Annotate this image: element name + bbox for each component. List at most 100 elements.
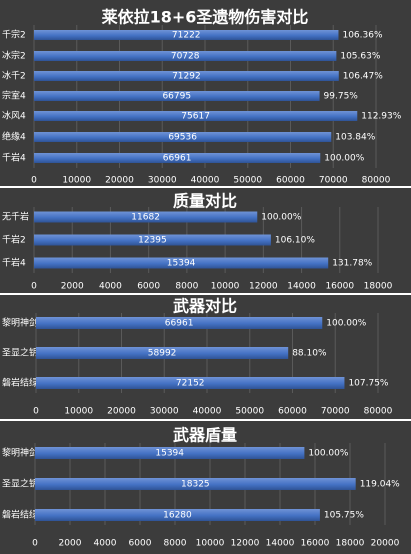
bar-percent-label: 105.63% xyxy=(340,52,380,62)
category-label: 黎明神剑 xyxy=(2,447,38,459)
chart-title: 武器对比 xyxy=(173,297,237,316)
category-label: 冰风4 xyxy=(2,110,26,122)
chart-panel-3: 武器对比 0 10000 20000 30000 40000 50000 60000 70000… xyxy=(0,293,411,417)
category-label: 千岩4 xyxy=(2,152,26,164)
bar-percent-label: 100.00% xyxy=(324,154,364,164)
x-tick-label: 0 xyxy=(31,282,37,292)
category-label: 宗室4 xyxy=(2,90,26,102)
category-label: 圣显之钥 xyxy=(2,347,38,359)
bar-value-label: 16280 xyxy=(163,511,192,521)
x-tick-label: 0 xyxy=(32,539,38,549)
bar xyxy=(34,91,320,101)
category-label: 冰千2 xyxy=(2,70,26,82)
x-tick-label: 0 xyxy=(31,176,37,186)
bar-percent-label: 99.75% xyxy=(324,92,359,102)
x-tick-label: 30000 xyxy=(148,176,177,186)
x-tick-label: 50000 xyxy=(235,407,264,417)
x-tick-label: 4000 xyxy=(99,282,122,292)
bar-percent-label: 119.04% xyxy=(360,480,400,490)
bar-percent-label: 103.84% xyxy=(335,133,375,143)
x-tick-label: 2000 xyxy=(59,539,82,549)
bar-value-label: 71292 xyxy=(172,72,201,82)
chart-title: 莱依拉18+6圣遗物伤害对比 xyxy=(102,8,309,27)
x-tick-label: 6000 xyxy=(129,539,152,549)
bar-value-label: 71222 xyxy=(172,31,201,41)
chart-panel-1: 莱依拉18+6圣遗物伤害对比 0 10000 20000 30000 40000 50000… xyxy=(2,8,402,186)
x-tick-label: 10000 xyxy=(62,176,91,186)
bar-percent-label: 112.93% xyxy=(361,112,401,122)
x-tick-label: 12000 xyxy=(249,282,278,292)
category-label: 无千岩 xyxy=(2,211,29,223)
x-tick-label: 60000 xyxy=(276,176,305,186)
bar-percent-label: 100.00% xyxy=(261,213,301,223)
x-tick-label: 4000 xyxy=(94,539,117,549)
bar-value-label: 69536 xyxy=(168,133,197,143)
category-label: 磐岩结绿 xyxy=(2,377,38,389)
x-tick-label: 80000 xyxy=(362,176,391,186)
bar-percent-label: 88.10% xyxy=(292,349,327,359)
chart-panel-2: 质量对比 0 2000 4000 6000 8000 10000 12000 14000 1600… xyxy=(0,186,411,292)
x-tick-label: 16000 xyxy=(301,539,330,549)
bar xyxy=(34,30,339,40)
bar xyxy=(34,153,321,163)
bar-percent-label: 100.00% xyxy=(326,319,366,329)
bar-value-label: 58992 xyxy=(148,349,177,359)
x-tick-label: 10000 xyxy=(211,282,240,292)
bar-percent-label: 106.36% xyxy=(342,31,382,41)
x-tick-label: 20000 xyxy=(107,407,136,417)
bar xyxy=(35,447,305,459)
bar xyxy=(35,478,356,490)
x-tick-label: 0 xyxy=(33,407,39,417)
x-tick-label: 70000 xyxy=(319,176,348,186)
x-tick-label: 6000 xyxy=(137,282,160,292)
bar-value-label: 70728 xyxy=(171,52,200,62)
bar xyxy=(34,111,358,121)
category-label: 千岩2 xyxy=(2,234,26,246)
bar-value-label: 12395 xyxy=(138,236,167,246)
bar-value-label: 75617 xyxy=(181,112,210,122)
category-label: 黎明神剑 xyxy=(2,317,38,329)
chart-panel-4: 武器盾量 0 2000 4000 6000 8000 10000 12000 14000 1600… xyxy=(0,419,411,549)
bar-value-label: 72152 xyxy=(176,379,205,389)
x-tick-label: 10000 xyxy=(64,407,93,417)
bar xyxy=(34,257,329,269)
bar xyxy=(34,211,258,223)
x-tick-label: 16000 xyxy=(325,282,354,292)
category-label: 千宗2 xyxy=(2,29,26,41)
bar-value-label: 11682 xyxy=(131,213,160,223)
bar-value-label: 66961 xyxy=(165,319,194,329)
bar xyxy=(34,71,339,81)
category-label: 磐岩结绿 xyxy=(2,509,38,521)
panel-divider xyxy=(0,293,411,295)
bar xyxy=(36,377,345,389)
bar xyxy=(36,347,289,359)
x-tick-label: 40000 xyxy=(191,176,220,186)
panel-divider xyxy=(0,186,411,188)
bar xyxy=(34,51,337,61)
bar xyxy=(36,317,323,329)
bar-value-label: 66961 xyxy=(163,154,192,164)
bar xyxy=(34,234,271,246)
bar-value-label: 66795 xyxy=(162,92,191,102)
bar xyxy=(34,132,332,142)
bar-percent-label: 131.78% xyxy=(332,259,372,269)
bar-value-label: 18325 xyxy=(181,480,210,490)
x-tick-label: 8000 xyxy=(175,282,198,292)
x-tick-label: 50000 xyxy=(233,176,262,186)
x-tick-label: 20000 xyxy=(105,176,134,186)
category-label: 圣显之钥 xyxy=(2,478,38,490)
bar xyxy=(35,509,320,521)
chart-title: 质量对比 xyxy=(173,192,237,211)
bar-percent-label: 106.10% xyxy=(275,236,315,246)
x-tick-label: 10000 xyxy=(196,539,225,549)
x-tick-label: 14000 xyxy=(287,282,316,292)
bar-percent-label: 100.00% xyxy=(308,449,348,459)
x-tick-label: 2000 xyxy=(61,282,84,292)
panel-divider xyxy=(0,419,411,421)
bar-value-label: 15394 xyxy=(167,259,196,269)
x-tick-label: 80000 xyxy=(364,407,393,417)
chart-title: 武器盾量 xyxy=(173,426,237,445)
category-label: 千岩4 xyxy=(2,257,26,269)
x-tick-label: 8000 xyxy=(164,539,187,549)
